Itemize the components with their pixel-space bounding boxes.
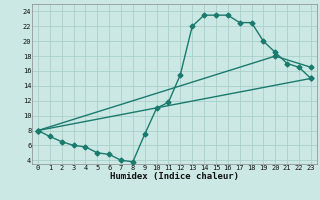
X-axis label: Humidex (Indice chaleur): Humidex (Indice chaleur) [110, 172, 239, 181]
